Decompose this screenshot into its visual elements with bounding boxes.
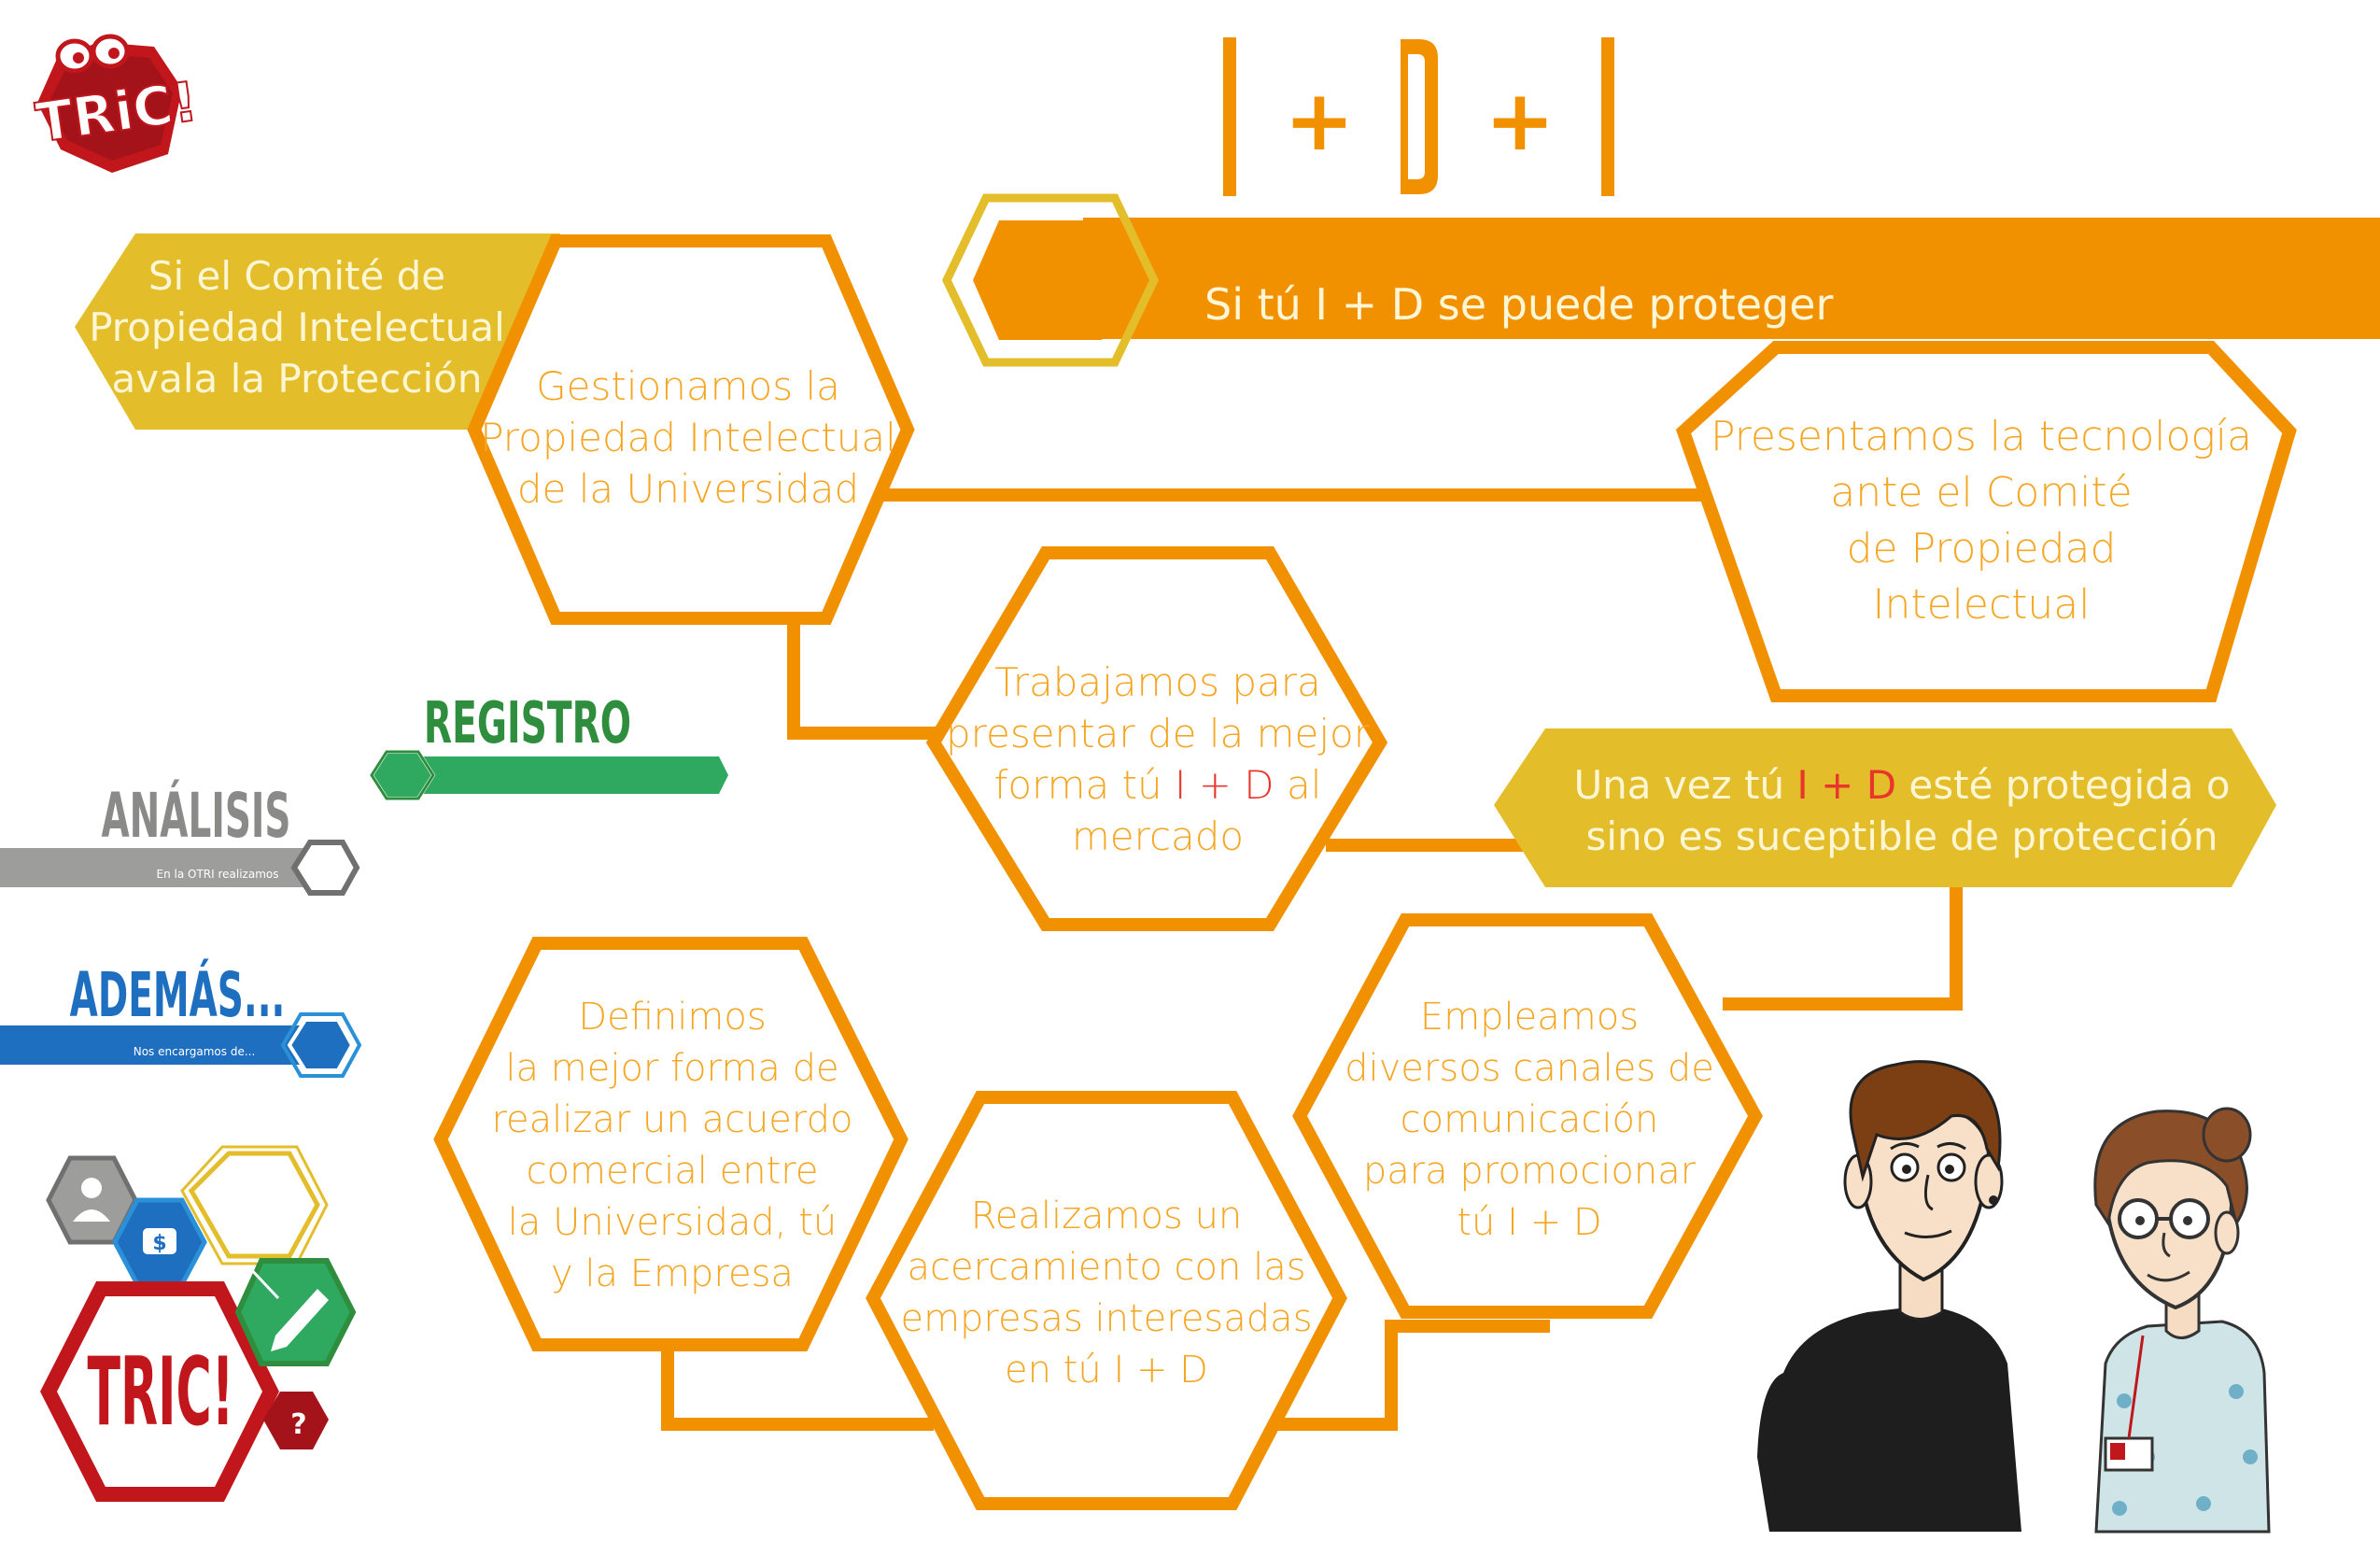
- title-plus-2: +: [1485, 72, 1555, 170]
- question-icon: [263, 1392, 329, 1449]
- svg-text:de la Universidad: de la Universidad: [517, 466, 859, 512]
- hex-gestionamos: Gestionamos la Propiedad Intelectual de …: [467, 234, 915, 625]
- svg-text:Gestionamos la: Gestionamos la: [536, 363, 840, 409]
- svg-text:ante el Comité: ante el Comité: [1830, 469, 2133, 516]
- svg-text:diversos canales de: diversos canales de: [1345, 1047, 1714, 1090]
- right-banner: [1494, 728, 2276, 887]
- top-banner-hex-outline: [942, 193, 1159, 367]
- svg-text:presentar de la mejor: presentar de la mejor: [946, 711, 1371, 756]
- nav-ademas[interactable]: ADEMÁS... Nos encargamos de...: [0, 959, 362, 1078]
- svg-text:para promocionar: para promocionar: [1363, 1150, 1697, 1193]
- svg-text:Realizamos un: Realizamos un: [971, 1195, 1243, 1237]
- svg-text:la mejor forma de: la mejor forma de: [505, 1047, 838, 1090]
- svg-text:Propiedad Intelectual: Propiedad Intelectual: [480, 415, 896, 460]
- left-banner-text: Si el Comité de Propiedad Intelectual av…: [89, 253, 505, 402]
- svg-text:la Universidad, tú: la Universidad, tú: [508, 1201, 838, 1244]
- top-banner-hex: [973, 220, 1130, 340]
- svg-text:comercial entre: comercial entre: [527, 1150, 819, 1193]
- svg-text:Trabajamos para: Trabajamos para: [994, 659, 1321, 705]
- nav-registro-label: REGISTRO: [424, 690, 631, 757]
- svg-text:mercado: mercado: [1072, 813, 1244, 859]
- title-letter-d: [1401, 39, 1438, 194]
- svg-text:sino es suceptible de protecci: sino es suceptible de protección: [1585, 813, 2218, 859]
- svg-text:empresas interesadas: empresas interesadas: [900, 1297, 1312, 1340]
- hex-realizamos: Realizamos un acercamiento con las empre…: [866, 1091, 1347, 1510]
- svg-text:realizar un acuerdo: realizar un acuerdo: [491, 1098, 852, 1141]
- svg-text:acercamiento con las: acercamiento con las: [907, 1246, 1305, 1289]
- title-plus-1: +: [1284, 72, 1354, 170]
- svg-text:en tú I + D: en tú I + D: [1005, 1349, 1208, 1392]
- svg-text:Presentamos la tecnología: Presentamos la tecnología: [1711, 413, 2252, 460]
- svg-text:avala la Protección: avala la Protección: [112, 356, 483, 402]
- svg-text:y la Empresa: y la Empresa: [551, 1252, 794, 1295]
- svg-text:de Propiedad: de Propiedad: [1847, 525, 2117, 573]
- cartoon-man: [1757, 1060, 2021, 1532]
- nav-analisis-sub: En la OTRI realizamos: [157, 868, 279, 881]
- hex-definimos: Definimos la mejor forma de realizar un …: [433, 937, 908, 1351]
- nav-ademas-sub: Nos encargamos de...: [134, 1045, 256, 1058]
- tric-logo[interactable]: TRiC!: [32, 34, 202, 173]
- left-banner: [75, 233, 560, 430]
- pencil-icon: [234, 1258, 357, 1366]
- bottom-tric-cluster: $ TRIC! ?: [40, 1145, 357, 1502]
- hex-presentamos: Presentamos la tecnología ante el Comité…: [1675, 341, 2297, 702]
- svg-text:Empleamos: Empleamos: [1420, 996, 1639, 1039]
- svg-text:Definimos: Definimos: [578, 996, 766, 1039]
- svg-text:Una vez tú I + D esté protegi: Una vez tú I + D esté protegida o: [1573, 762, 2230, 808]
- svg-text:Si el Comité de: Si el Comité de: [148, 253, 445, 299]
- top-banner: [1083, 218, 2380, 339]
- svg-text:comunicación: comunicación: [1401, 1098, 1659, 1141]
- svg-text:Propiedad Intelectual: Propiedad Intelectual: [89, 304, 505, 350]
- connector-lines: [661, 488, 1963, 1431]
- svg-text:tú I + D: tú I + D: [1457, 1201, 1601, 1244]
- right-banner-text: Una vez tú I + D esté protegida o sino e…: [1573, 762, 2230, 859]
- svg-text:?: ?: [290, 1408, 306, 1441]
- nav-ademas-label: ADEMÁS...: [70, 959, 286, 1031]
- cartoon-woman: [2093, 1107, 2271, 1534]
- nav-analisis-label: ANÁLISIS: [102, 780, 291, 852]
- hex-empleamos: Empleamos diversos canales de comunicaci…: [1292, 913, 1763, 1319]
- top-banner-text: Si tú I + D se puede proteger: [1204, 279, 1834, 330]
- bottom-tric-text: TRIC!: [88, 1337, 234, 1447]
- trabajamos-line-3: forma tú I + D al: [994, 762, 1322, 808]
- nav-registro[interactable]: REGISTRO: [369, 690, 728, 800]
- svg-text:$: $: [152, 1232, 166, 1255]
- hex-trabajamos: Trabajamos para presentar de la mejor fo…: [925, 546, 1388, 931]
- nav-analisis[interactable]: ANÁLISIS En la OTRI realizamos: [0, 780, 360, 896]
- svg-text:Intelectual: Intelectual: [1873, 581, 2091, 629]
- main-title: + +: [1223, 37, 1614, 196]
